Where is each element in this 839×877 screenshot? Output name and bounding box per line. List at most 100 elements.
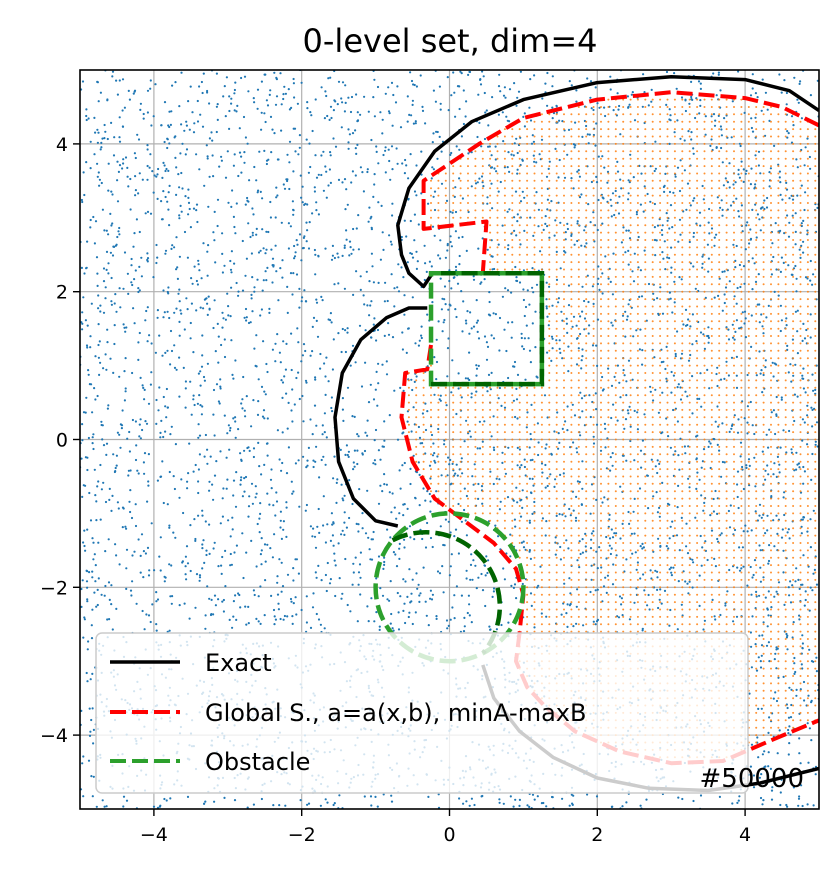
scatter-point	[348, 254, 351, 257]
scatter-point	[518, 281, 522, 284]
scatter-point	[736, 566, 739, 569]
scatter-point	[142, 576, 145, 579]
scatter-point	[399, 595, 402, 598]
scatter-point	[625, 394, 628, 397]
scatter-point	[228, 95, 231, 98]
scatter-point	[771, 361, 774, 364]
scatter-point	[286, 285, 289, 288]
scatter-point	[721, 309, 724, 312]
scatter-point	[198, 576, 202, 579]
scatter-point	[227, 519, 230, 522]
scatter-point	[621, 614, 624, 617]
scatter-point	[755, 374, 758, 377]
scatter-point	[333, 283, 336, 286]
scatter-point	[375, 611, 378, 614]
scatter-point	[632, 510, 635, 513]
scatter-point	[639, 545, 642, 548]
scatter-point	[734, 181, 737, 184]
scatter-point	[369, 217, 372, 220]
scatter-point	[244, 307, 248, 311]
scatter-point	[95, 519, 98, 522]
scatter-point	[668, 291, 672, 294]
scatter-point	[105, 250, 109, 253]
scatter-point	[502, 802, 505, 805]
scatter-point	[767, 765, 770, 768]
scatter-point	[245, 623, 248, 626]
scatter-point	[780, 396, 783, 399]
scatter-point	[395, 147, 398, 150]
scatter-point	[440, 474, 443, 477]
scatter-point	[388, 112, 391, 115]
scatter-point	[279, 510, 282, 513]
scatter-point	[750, 126, 754, 130]
scatter-point	[689, 204, 692, 207]
scatter-point	[317, 255, 320, 258]
scatter-point	[669, 119, 672, 122]
scatter-point	[588, 394, 591, 397]
scatter-point	[289, 597, 293, 601]
scatter-point	[635, 587, 638, 590]
scatter-point	[736, 483, 739, 486]
scatter-point	[698, 211, 702, 214]
scatter-point	[99, 304, 102, 307]
scatter-point	[166, 200, 169, 203]
scatter-point	[333, 552, 336, 555]
scatter-point	[109, 357, 112, 360]
scatter-point	[652, 495, 655, 498]
scatter-point	[741, 230, 744, 233]
scatter-point	[297, 153, 300, 156]
scatter-point	[85, 671, 88, 675]
scatter-point	[657, 537, 660, 540]
scatter-point	[341, 101, 344, 104]
scatter-point	[636, 411, 639, 414]
scatter-point	[520, 464, 523, 467]
scatter-point	[683, 445, 687, 448]
scatter-point	[170, 564, 173, 567]
scatter-point	[458, 797, 461, 800]
scatter-point	[641, 349, 644, 352]
scatter-point	[731, 802, 734, 805]
scatter-point	[391, 627, 394, 630]
scatter-point	[698, 112, 701, 115]
scatter-point	[535, 283, 539, 286]
scatter-point	[793, 419, 796, 423]
scatter-point	[499, 180, 502, 184]
scatter-point	[90, 383, 93, 386]
scatter-point	[806, 404, 809, 407]
scatter-point	[276, 333, 279, 336]
scatter-point	[465, 800, 468, 803]
scatter-point	[720, 475, 723, 478]
scatter-point	[222, 598, 225, 602]
scatter-point	[786, 348, 789, 351]
scatter-point	[396, 85, 399, 88]
scatter-point	[274, 103, 278, 106]
scatter-point	[139, 571, 142, 574]
scatter-point	[551, 85, 554, 88]
scatter-point	[470, 185, 473, 188]
scatter-point	[522, 115, 525, 118]
scatter-point	[693, 197, 696, 200]
scatter-point	[683, 169, 687, 172]
scatter-point	[741, 546, 745, 549]
scatter-point	[641, 105, 644, 108]
scatter-point	[337, 542, 340, 545]
scatter-point	[100, 141, 103, 144]
scatter-point	[381, 445, 384, 448]
scatter-point	[173, 311, 176, 314]
scatter-point	[546, 351, 549, 354]
scatter-point	[721, 422, 724, 425]
scatter-point	[804, 590, 807, 593]
scatter-point	[137, 538, 140, 541]
scatter-point	[189, 380, 192, 383]
scatter-point	[400, 235, 403, 239]
scatter-point	[778, 176, 781, 179]
scatter-point	[525, 426, 528, 429]
scatter-point	[317, 507, 320, 511]
scatter-point	[424, 546, 428, 549]
scatter-point	[274, 360, 277, 363]
scatter-point	[232, 615, 235, 618]
scatter-point	[301, 185, 304, 188]
scatter-point	[347, 450, 350, 453]
scatter-point	[192, 351, 195, 354]
scatter-point	[296, 243, 299, 246]
